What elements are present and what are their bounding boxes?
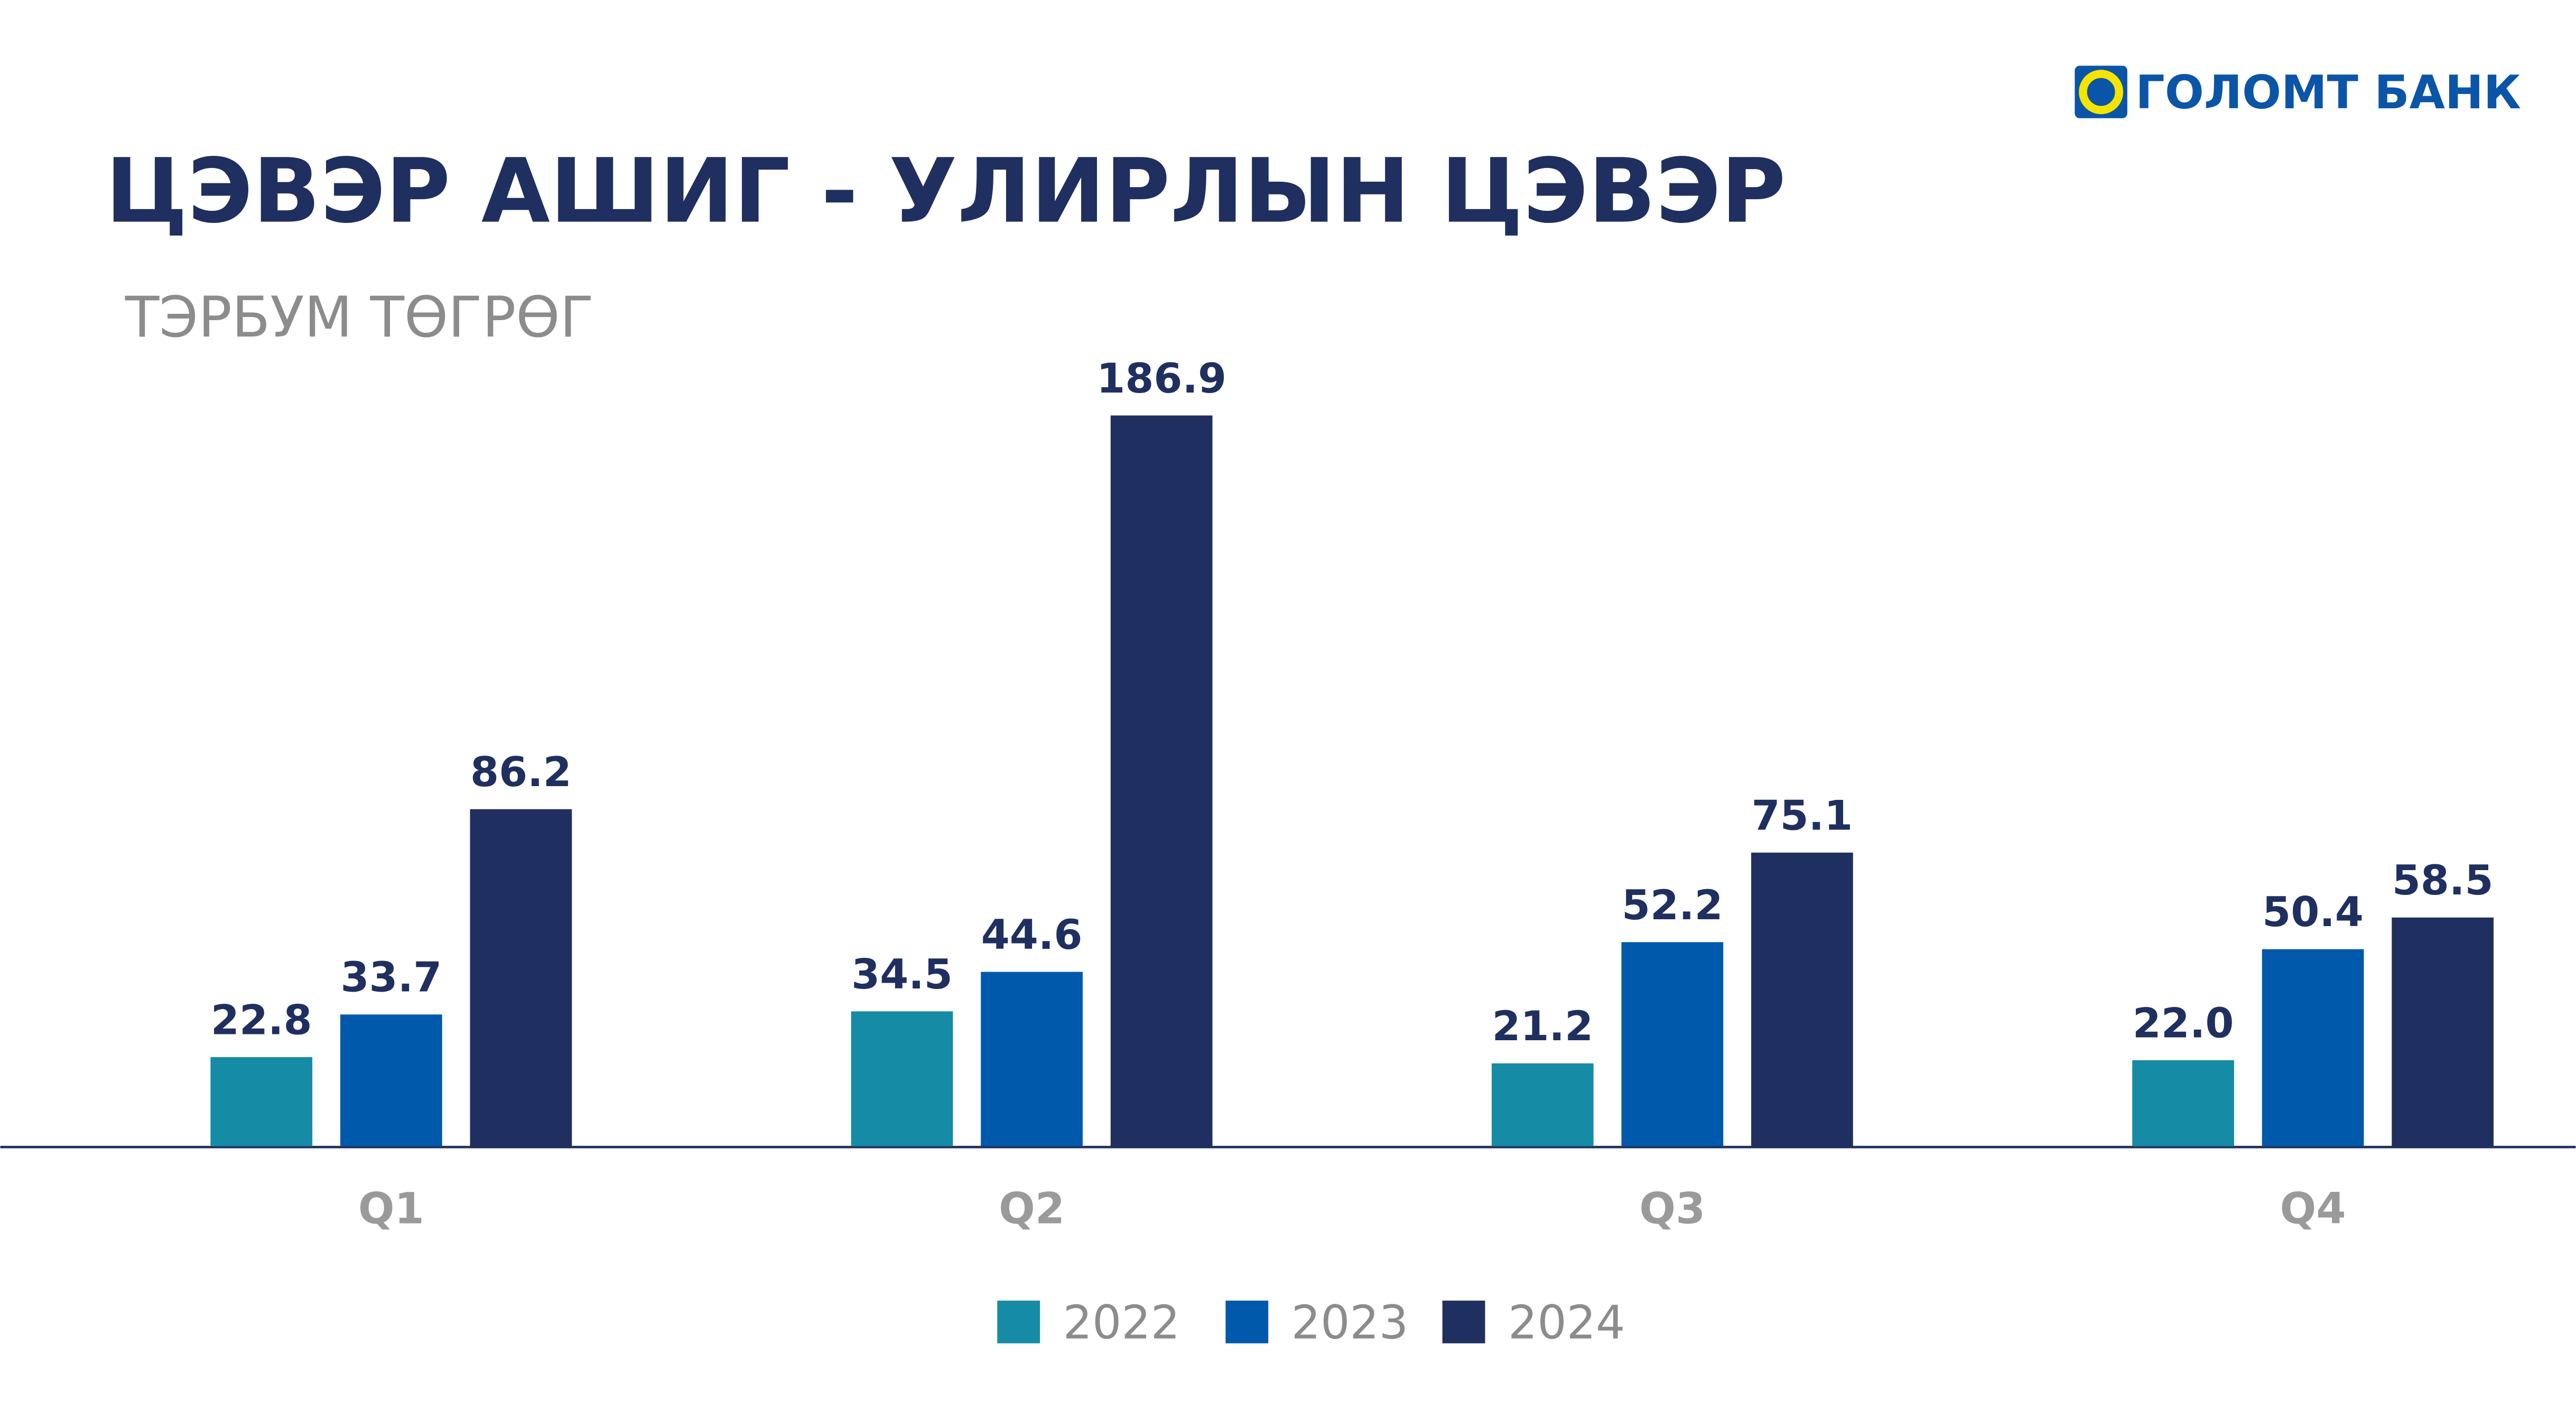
data-label: 58.5 [2392, 857, 2494, 904]
data-label: 186.9 [1096, 355, 1226, 403]
bar [470, 809, 572, 1146]
data-label: 22.0 [2133, 1000, 2234, 1047]
data-label: 21.2 [1492, 1003, 1593, 1050]
legend-swatch [997, 1300, 1040, 1343]
chart-title: ЦЭВЭР АШИГ - УЛИРЛЫН ЦЭВЭР [105, 139, 1785, 243]
legend-label: 2023 [1291, 1295, 1408, 1349]
bar [2262, 949, 2364, 1146]
bar [1751, 852, 1853, 1146]
legend-swatch [1225, 1300, 1269, 1343]
data-label: 22.8 [211, 996, 312, 1044]
chart-subtitle: ТЭРБУМ ТӨГРӨГ [125, 285, 594, 350]
x-tick-label: Q3 [1639, 1184, 1705, 1234]
legend-label: 2024 [1508, 1295, 1625, 1349]
logo-ring [2079, 70, 2124, 115]
x-tick-label: Q1 [358, 1184, 424, 1234]
x-tick-label: Q2 [999, 1184, 1065, 1234]
bar [340, 1014, 442, 1146]
bar [1110, 415, 1213, 1146]
bar [210, 1057, 313, 1146]
logo-text: ГОЛОМТ БАНК [2135, 66, 2521, 119]
data-label: 44.6 [981, 911, 1083, 959]
bar [2132, 1060, 2234, 1146]
data-label: 50.4 [2262, 889, 2364, 936]
data-label: 33.7 [340, 954, 442, 1002]
data-label: 75.1 [1752, 792, 1853, 839]
data-label: 86.2 [470, 749, 572, 796]
legend-label: 2022 [1063, 1295, 1180, 1349]
bar [851, 1011, 953, 1146]
x-tick-label: Q4 [2280, 1184, 2346, 1234]
bar [1491, 1063, 1594, 1146]
data-label: 52.2 [1622, 882, 1723, 929]
bar [1621, 942, 1724, 1146]
bar [2392, 917, 2494, 1146]
bar [981, 972, 1083, 1146]
data-label: 34.5 [851, 951, 953, 999]
legend-swatch [1442, 1300, 1485, 1343]
